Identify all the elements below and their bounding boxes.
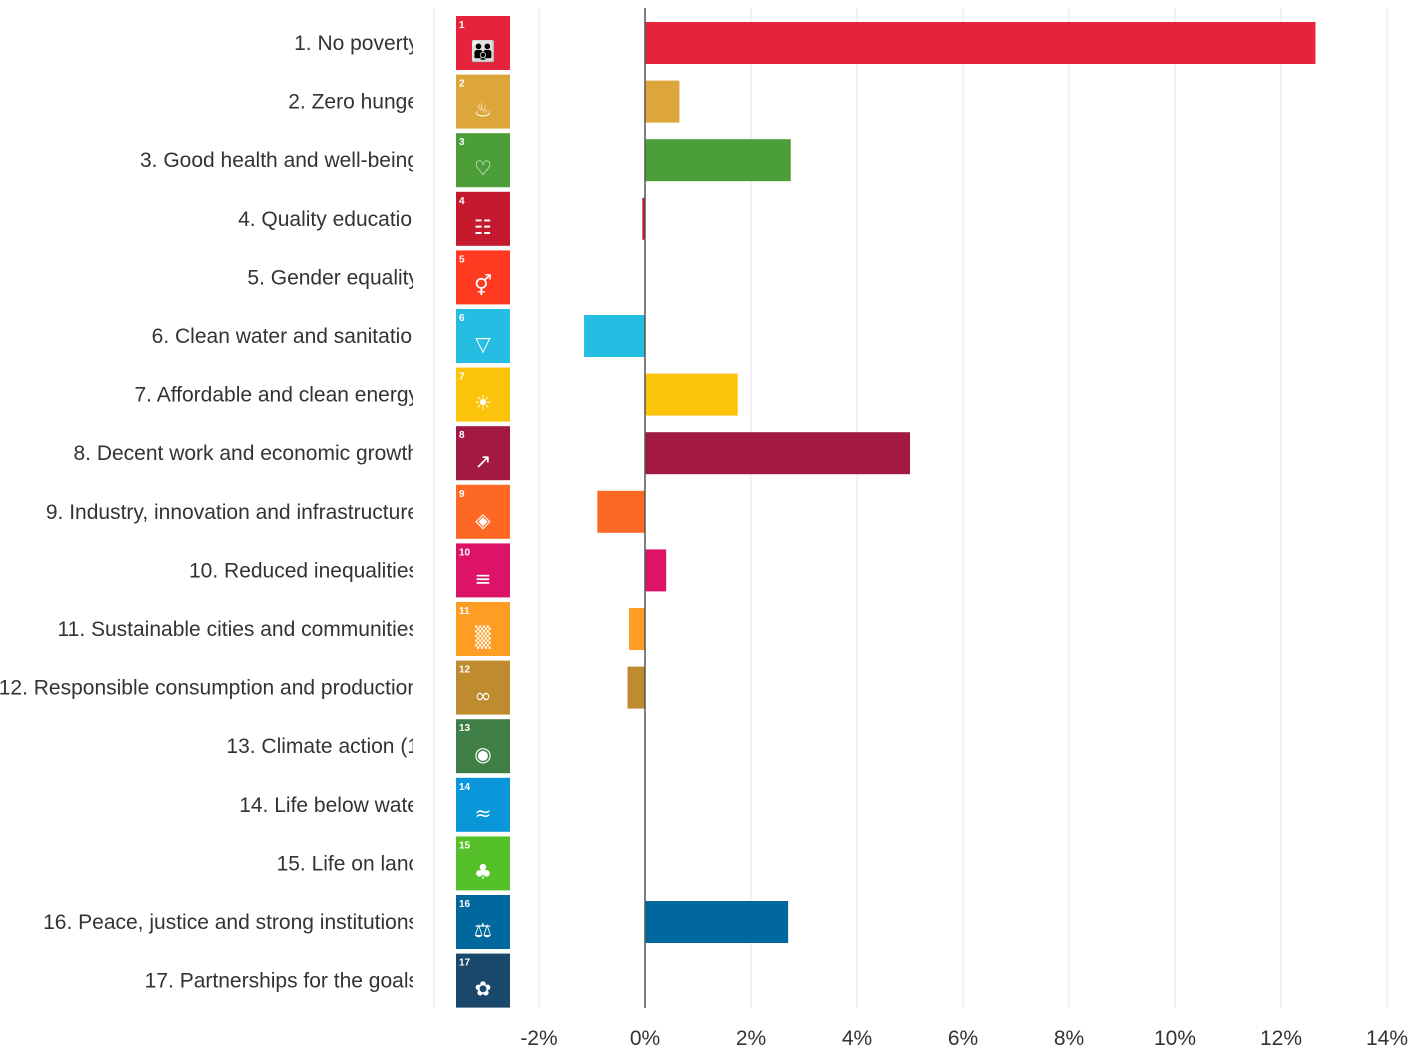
x-tick-label: 2% <box>736 1027 766 1048</box>
x-tick-labels: -2% 0% 2% 4% 6% 8% 10% 12% 14% <box>520 1027 1408 1048</box>
icon-number: 7 <box>459 372 465 383</box>
icon-symbol: ≈ <box>475 801 492 825</box>
x-tick-label: 0% <box>630 1027 660 1048</box>
rings-icon: 17 ✿ <box>456 953 510 1008</box>
icon-number: 15 <box>459 840 471 851</box>
bar <box>627 666 645 709</box>
icon-number: 3 <box>459 137 465 148</box>
icon-number: 5 <box>459 254 465 265</box>
x-tick-label: 12% <box>1260 1027 1302 1048</box>
icon-symbol: ◈ <box>475 508 491 532</box>
icon-symbol: ♡ <box>474 156 492 180</box>
eye-globe-icon: 13◉ <box>456 719 510 774</box>
icon-symbol: ≡ <box>475 566 492 590</box>
sdg-icons: 1👪2♨3♡4☷5⚥6▽7☀8↗9◈10≡11▒12∞13◉14≈15♣16⚖1… <box>456 16 510 1008</box>
category-label: 2. Zero hunge <box>288 91 419 114</box>
bar <box>645 80 680 123</box>
x-tick-label: 14% <box>1366 1027 1408 1048</box>
icon-symbol: ▒ <box>475 625 491 649</box>
bar <box>642 197 645 240</box>
x-tick-label: 4% <box>842 1027 872 1048</box>
growth-chart-icon: 8↗ <box>456 426 510 481</box>
icon-number: 12 <box>459 665 471 676</box>
icon-number: 4 <box>459 196 465 207</box>
category-label: 8. Decent work and economic growth <box>73 442 419 465</box>
city-icon: 11 ▒ <box>456 602 510 656</box>
category-label: 10. Reduced inequalities <box>189 559 419 582</box>
x-tick-label: 8% <box>1054 1027 1084 1048</box>
icon-number: 17 <box>459 958 471 969</box>
bar <box>629 608 645 650</box>
category-label: 4. Quality educatior <box>238 208 419 231</box>
equality-arrows-icon: 10 ≡ <box>456 543 510 598</box>
category-label: 16. Peace, justice and strong institutio… <box>43 911 419 934</box>
fish-icon: 14 ≈ <box>456 777 510 832</box>
bowl-icon: 2♨ <box>456 74 510 129</box>
category-label: 15. Life on lanc <box>277 852 419 875</box>
tree-icon: 15♣ <box>456 836 510 891</box>
icon-symbol: ♨ <box>474 98 492 122</box>
icon-number: 10 <box>459 547 471 558</box>
dove-icon: 16⚖ <box>456 895 510 949</box>
category-label: 3. Good health and well-being <box>140 149 419 172</box>
category-label: 17. Partnerships for the goals <box>145 970 419 993</box>
category-label: 13. Climate action (1 <box>226 735 419 758</box>
family-icon: 1👪 <box>456 16 510 70</box>
icon-symbol: ◉ <box>474 742 491 766</box>
bar <box>597 490 645 533</box>
icon-symbol: ☷ <box>474 215 492 239</box>
icon-symbol: 👪 <box>471 39 496 63</box>
bar <box>584 315 645 357</box>
icon-symbol: ✿ <box>475 977 492 1001</box>
infinity-icon: 12 ∞ <box>456 660 510 715</box>
bar <box>645 139 791 182</box>
cubes-icon: 9◈ <box>456 484 510 539</box>
x-tick-label: 10% <box>1154 1027 1196 1048</box>
icon-number: 14 <box>459 782 471 793</box>
bar <box>645 901 789 943</box>
category-label: 5. Gender equality <box>247 266 419 289</box>
bar <box>645 22 1316 64</box>
bars <box>584 22 1316 943</box>
icon-number: 16 <box>459 899 471 910</box>
category-label: 9. Industry, innovation and infrastructu… <box>46 501 419 524</box>
icon-number: 9 <box>459 489 465 500</box>
water-glass-icon: 6▽ <box>456 309 510 363</box>
category-label: 6. Clean water and sanitatior <box>152 325 419 348</box>
heartbeat-icon: 3♡ <box>456 133 510 188</box>
icon-number: 6 <box>459 313 465 324</box>
category-label: 11. Sustainable cities and communities <box>58 618 419 641</box>
icon-symbol: ♣ <box>474 859 492 883</box>
category-labels: 1. No poverty 2. Zero hunge 3. Good health… <box>0 32 420 993</box>
gender-icon: 5⚥ <box>456 250 510 305</box>
sun-icon: 7☀ <box>456 367 510 422</box>
icon-number: 8 <box>459 430 465 441</box>
icon-symbol: ⚥ <box>474 273 492 297</box>
icon-symbol: ☀ <box>474 391 492 415</box>
bar <box>645 373 738 416</box>
icon-symbol: ∞ <box>475 684 492 708</box>
category-label: 12. Responsible consumption and producti… <box>0 677 419 700</box>
x-tick-label: 6% <box>948 1027 978 1048</box>
icon-number: 11 <box>459 606 470 617</box>
icon-number: 2 <box>459 79 465 90</box>
category-label: 7. Affordable and clean energy <box>135 384 420 407</box>
bar <box>645 549 667 592</box>
icon-symbol: ▽ <box>475 332 491 356</box>
book-icon: 4☷ <box>456 191 510 246</box>
bar <box>645 432 910 475</box>
icon-number: 1 <box>459 20 465 31</box>
gridlines <box>433 8 1388 1008</box>
category-label: 14. Life below wate <box>239 794 419 817</box>
category-label: 1. No poverty <box>294 32 419 55</box>
icon-number: 13 <box>459 723 471 734</box>
icon-symbol: ↗ <box>475 449 492 473</box>
icon-symbol: ⚖ <box>474 918 492 942</box>
x-tick-label: -2% <box>520 1027 557 1048</box>
